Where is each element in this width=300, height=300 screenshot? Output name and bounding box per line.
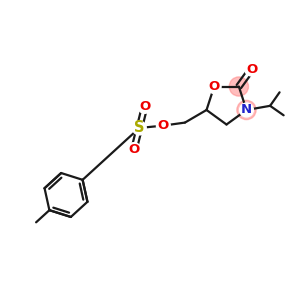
Circle shape xyxy=(138,100,152,113)
Circle shape xyxy=(156,119,170,133)
Circle shape xyxy=(132,121,146,135)
Circle shape xyxy=(240,103,254,117)
Text: O: O xyxy=(246,62,257,76)
Circle shape xyxy=(229,77,248,96)
Text: O: O xyxy=(139,100,150,113)
Text: N: N xyxy=(241,103,252,116)
Circle shape xyxy=(244,62,258,76)
Text: O: O xyxy=(158,119,169,132)
Text: O: O xyxy=(128,143,140,156)
Text: O: O xyxy=(208,80,220,93)
Circle shape xyxy=(127,143,141,157)
Text: S: S xyxy=(134,121,145,136)
Circle shape xyxy=(237,100,256,120)
Circle shape xyxy=(207,80,221,93)
